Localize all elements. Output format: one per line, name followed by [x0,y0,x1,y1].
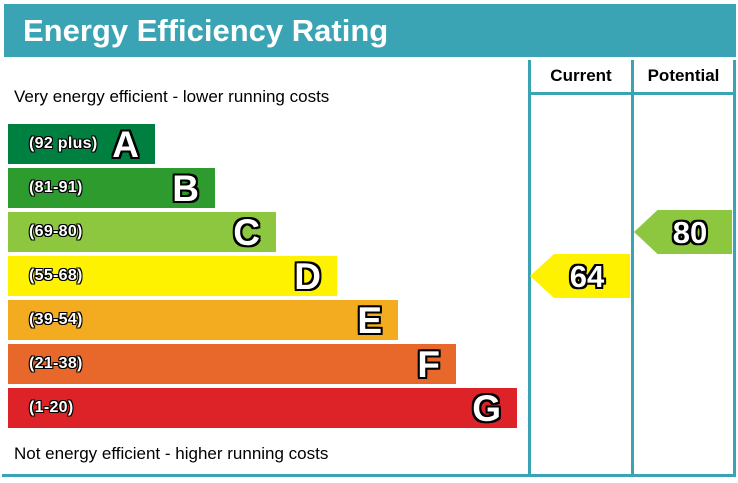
band-letter: D [294,255,321,297]
table-border-right [733,60,736,477]
band-range-label: (92 plus) [29,135,98,152]
band-letter: E [357,299,382,341]
band-letter: F [417,343,440,385]
band-D: (55-68) D [8,256,337,296]
caption-very-efficient: Very energy efficient - lower running co… [14,87,330,106]
table-border-left [528,60,531,477]
band-letter: B [172,167,199,209]
band-B: (81-91) B [8,168,215,208]
chart-title: Energy Efficiency Rating [4,4,736,57]
band-letter: G [472,387,501,429]
chart-bottom-border [2,474,736,477]
table-header-underline [528,92,736,95]
column-header-potential: Potential [647,66,720,85]
band-range-label: (81-91) [29,179,83,196]
table-border-middle [631,60,634,477]
band-C: (69-80) C [8,212,276,252]
band-F: (21-38) F [8,344,456,384]
column-header-current: Current [550,66,612,85]
caption-not-efficient: Not energy efficient - higher running co… [14,444,329,463]
band-range-label: (69-80) [29,223,83,240]
band-range-label: (55-68) [29,267,83,284]
band-range-label: (1-20) [29,399,74,416]
band-range-label: (39-54) [29,311,83,328]
band-letter: A [112,123,139,165]
current-rating-value: 64 [569,258,605,294]
current-rating-arrow: 64 [530,254,630,298]
potential-rating-value: 80 [672,214,708,250]
band-A: (92 plus) A [8,124,155,164]
band-letter: C [233,211,260,253]
band-E: (39-54) E [8,300,398,340]
band-range-label: (21-38) [29,355,83,372]
potential-rating-arrow: 80 [634,210,732,254]
band-G: (1-20) G [8,388,517,428]
